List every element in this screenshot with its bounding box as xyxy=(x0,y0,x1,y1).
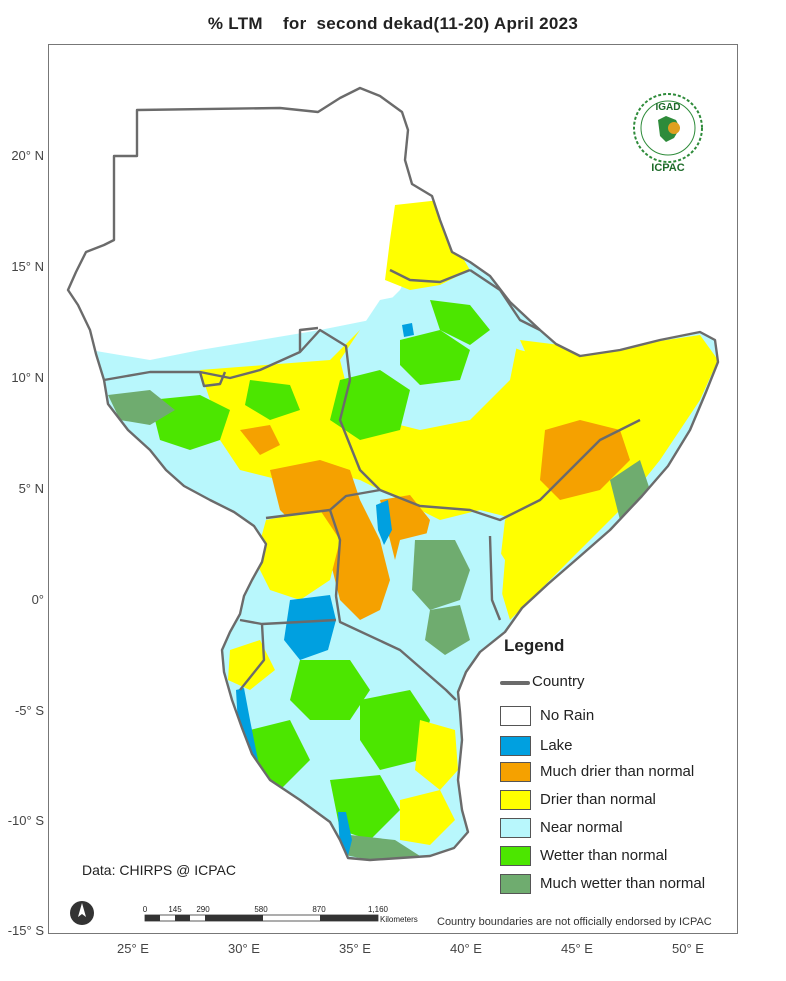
longitude-label: 45° E xyxy=(561,941,593,956)
map-legend: Legend Country No Rain Lake Much drier t… xyxy=(496,632,746,902)
legend-item: Near normal xyxy=(496,816,746,840)
legend-label: Much wetter than normal xyxy=(540,875,706,892)
country-borders xyxy=(66,86,720,862)
latitude-label: 10° N xyxy=(11,370,44,385)
longitude-label: 25° E xyxy=(117,941,149,956)
logo-icpac-text: ICPAC xyxy=(651,162,685,174)
legend-item-country: Country xyxy=(496,670,746,694)
legend-label: Country xyxy=(532,673,585,690)
legend-item: Drier than normal xyxy=(496,788,746,812)
legend-item: No Rain xyxy=(496,704,746,728)
logo-igad-text: IGAD xyxy=(655,102,681,113)
scale-tick-label: 145 xyxy=(168,905,182,914)
legend-swatch xyxy=(500,818,531,838)
data-credit: Data: CHIRPS @ ICPAC xyxy=(82,862,236,878)
legend-label: Near normal xyxy=(540,819,623,836)
map-title: % LTM for second dekad(11-20) April 2023 xyxy=(207,14,579,33)
legend-swatch xyxy=(500,736,531,756)
scale-tick-label: 1,160 xyxy=(367,905,389,914)
legend-label: Drier than normal xyxy=(540,791,656,808)
scale-tick-label: 290 xyxy=(196,905,210,914)
latitude-label: 20° N xyxy=(11,148,44,163)
legend-label: Much drier than normal xyxy=(540,763,695,780)
longitude-label: 50° E xyxy=(672,941,704,956)
latitude-label: -10° S xyxy=(7,813,44,828)
latitude-label: -15° S xyxy=(7,923,44,938)
legend-swatch xyxy=(500,874,531,894)
legend-label: No Rain xyxy=(540,707,595,724)
legend-swatch xyxy=(500,846,531,866)
scale-tick-label: 870 xyxy=(312,905,326,914)
scale-unit-label: Kilometers xyxy=(380,915,418,924)
scale-tick-label: 580 xyxy=(254,905,268,914)
latitude-label: 0° xyxy=(31,592,44,607)
legend-item: Lake xyxy=(496,734,746,758)
latitude-label: 5° N xyxy=(18,481,44,496)
latitude-label: -5° S xyxy=(14,703,44,718)
legend-title: Legend xyxy=(504,636,565,655)
longitude-label: 35° E xyxy=(339,941,371,956)
legend-label: Lake xyxy=(540,737,573,754)
scale-bar xyxy=(144,914,379,922)
legend-swatch xyxy=(500,762,531,782)
country-line-swatch xyxy=(500,681,530,685)
map-frame xyxy=(48,44,738,934)
disclaimer-text: Country boundaries are not officially en… xyxy=(437,916,712,928)
legend-label: Wetter than normal xyxy=(540,847,668,864)
legend-item: Wetter than normal xyxy=(496,844,746,868)
latitude-label: 15° N xyxy=(11,259,44,274)
scale-labels: 0 145 290 580 870 1,160 Kilometers xyxy=(0,905,786,924)
legend-item: Much drier than normal xyxy=(496,760,746,784)
legend-swatch xyxy=(500,706,531,726)
igad-icpac-logo: IGAD ICPAC xyxy=(630,90,706,180)
longitude-label: 30° E xyxy=(228,941,260,956)
legend-swatch xyxy=(500,790,531,810)
longitude-label: 40° E xyxy=(450,941,482,956)
scale-tick-label: 0 xyxy=(142,905,148,914)
legend-item: Much wetter than normal xyxy=(496,872,746,896)
north-arrow-icon xyxy=(70,901,94,925)
